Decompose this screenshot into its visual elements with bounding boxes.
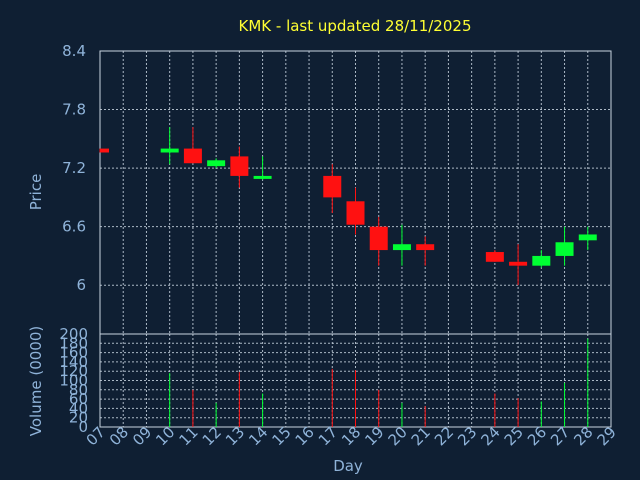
x-axis-label: Day (333, 457, 363, 475)
volume-tick-label: 80 (69, 381, 88, 399)
volume-tick-label: 180 (59, 334, 88, 352)
volume-axis-label: Volume (0000) (27, 326, 45, 436)
price-tick-label: 7.8 (62, 101, 86, 119)
candle-body (207, 160, 226, 167)
price-tick-label: 8.4 (62, 42, 86, 60)
candle-body (323, 175, 342, 198)
candle-body (532, 255, 551, 266)
price-axis-label: Price (27, 174, 45, 211)
volume-tick-label: 0 (78, 418, 88, 436)
candle-body (230, 156, 249, 176)
candle-body (160, 148, 179, 153)
chart-title: KMK - last updated 28/11/2025 (239, 17, 472, 35)
volume-tick-label: 140 (59, 353, 88, 371)
candle-body (392, 244, 411, 251)
candle-body (369, 226, 388, 251)
candle-body (253, 175, 272, 179)
price-tick-label: 6.6 (62, 218, 86, 236)
candle-body (183, 148, 202, 164)
price-tick-label: 7.2 (62, 159, 86, 177)
volume-tick-label: 60 (69, 390, 88, 408)
volume-tick-label: 20 (69, 409, 88, 427)
candle-body (416, 244, 435, 251)
candle-body (578, 234, 597, 241)
volume-tick-label: 120 (59, 362, 88, 380)
candle-body (555, 242, 574, 256)
price-tick-label: 6 (76, 276, 86, 294)
volume-tick-label: 160 (59, 344, 88, 362)
volume-tick-label: 40 (69, 399, 88, 417)
volume-tick-label: 100 (59, 372, 88, 390)
price-panel: 6 6.6 7.2 7.8 8.4 (62, 42, 612, 335)
candle-body (346, 201, 365, 225)
x-axis: 0708091011121314151617181920212223242526… (83, 423, 620, 449)
volume-tick-label: 200 (59, 325, 88, 343)
candle-body (485, 252, 504, 262)
candle-body (100, 148, 109, 153)
candle-body (509, 261, 528, 266)
